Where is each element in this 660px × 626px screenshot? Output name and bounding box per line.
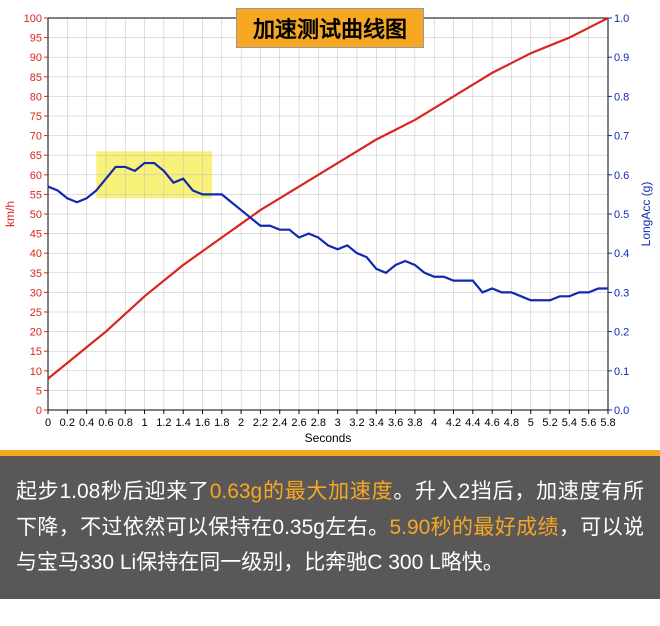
svg-text:0.9: 0.9 xyxy=(614,52,629,64)
svg-text:1.6: 1.6 xyxy=(195,417,210,429)
svg-text:1.4: 1.4 xyxy=(176,417,191,429)
svg-text:4.4: 4.4 xyxy=(465,417,480,429)
x-axis-label: Seconds xyxy=(305,431,352,445)
svg-text:4.8: 4.8 xyxy=(504,417,519,429)
svg-text:0.8: 0.8 xyxy=(118,417,133,429)
desc-span: 起步1.08秒后迎来了 xyxy=(16,480,210,503)
svg-text:20: 20 xyxy=(30,327,42,339)
svg-text:3.8: 3.8 xyxy=(407,417,422,429)
svg-text:50: 50 xyxy=(30,209,42,221)
svg-text:0.4: 0.4 xyxy=(79,417,94,429)
svg-text:3.2: 3.2 xyxy=(349,417,364,429)
svg-text:5: 5 xyxy=(36,385,42,397)
svg-text:3.6: 3.6 xyxy=(388,417,403,429)
y-axis-right-label: LongAcc (g) xyxy=(639,182,653,247)
svg-text:0: 0 xyxy=(36,405,42,417)
svg-text:15: 15 xyxy=(30,346,42,358)
svg-text:4.2: 4.2 xyxy=(446,417,461,429)
svg-text:0.2: 0.2 xyxy=(60,417,75,429)
svg-text:5.2: 5.2 xyxy=(542,417,557,429)
svg-text:2: 2 xyxy=(238,417,244,429)
svg-text:1: 1 xyxy=(141,417,147,429)
svg-text:2.6: 2.6 xyxy=(291,417,306,429)
desc-span: 5.90秒的最好成绩 xyxy=(389,516,558,539)
svg-text:0.3: 0.3 xyxy=(614,287,629,299)
svg-text:100: 100 xyxy=(24,13,42,25)
svg-text:60: 60 xyxy=(30,170,42,182)
svg-text:95: 95 xyxy=(30,33,42,45)
svg-text:35: 35 xyxy=(30,268,42,280)
svg-text:1.2: 1.2 xyxy=(156,417,171,429)
chart-container: 加速测试曲线图 0 0.2 0.4 0.6 0.8 1 1.2 1.4 1.6 1.8 2 2.2 2.… xyxy=(0,0,660,450)
svg-text:90: 90 xyxy=(30,52,42,64)
svg-text:30: 30 xyxy=(30,287,42,299)
svg-text:5.4: 5.4 xyxy=(562,417,577,429)
svg-text:4: 4 xyxy=(431,417,437,429)
svg-text:25: 25 xyxy=(30,307,42,319)
svg-text:3: 3 xyxy=(335,417,341,429)
svg-text:0: 0 xyxy=(45,417,51,429)
svg-text:2.8: 2.8 xyxy=(311,417,326,429)
svg-text:10: 10 xyxy=(30,366,42,378)
svg-text:0.5: 0.5 xyxy=(614,209,629,221)
svg-text:2.2: 2.2 xyxy=(253,417,268,429)
svg-text:45: 45 xyxy=(30,229,42,241)
svg-text:65: 65 xyxy=(30,150,42,162)
svg-text:2.4: 2.4 xyxy=(272,417,287,429)
svg-text:0.6: 0.6 xyxy=(98,417,113,429)
svg-text:1.0: 1.0 xyxy=(614,13,629,25)
chart-title: 加速测试曲线图 xyxy=(236,8,424,48)
svg-text:70: 70 xyxy=(30,131,42,143)
svg-text:80: 80 xyxy=(30,91,42,103)
svg-text:5: 5 xyxy=(528,417,534,429)
svg-text:1.8: 1.8 xyxy=(214,417,229,429)
svg-text:0.0: 0.0 xyxy=(614,405,629,417)
svg-text:0.6: 0.6 xyxy=(614,170,629,182)
svg-text:0.8: 0.8 xyxy=(614,91,629,103)
acceleration-chart: 0 0.2 0.4 0.6 0.8 1 1.2 1.4 1.6 1.8 2 2.2 2.4 2.6 2.8 3… xyxy=(0,0,660,450)
svg-text:75: 75 xyxy=(30,111,42,123)
svg-text:0.2: 0.2 xyxy=(614,327,629,339)
svg-text:5.8: 5.8 xyxy=(600,417,615,429)
svg-text:0.4: 0.4 xyxy=(614,248,629,260)
desc-span: 0.63g的最大加速度 xyxy=(210,480,394,503)
svg-text:40: 40 xyxy=(30,248,42,260)
svg-text:4.6: 4.6 xyxy=(484,417,499,429)
y-axis-left-label: km/h xyxy=(3,201,17,227)
svg-text:0.1: 0.1 xyxy=(614,366,629,378)
svg-text:55: 55 xyxy=(30,189,42,201)
svg-text:85: 85 xyxy=(30,72,42,84)
description-text: 起步1.08秒后迎来了0.63g的最大加速度。升入2挡后，加速度有所下降，不过依… xyxy=(0,456,660,599)
svg-text:3.4: 3.4 xyxy=(369,417,384,429)
svg-text:5.6: 5.6 xyxy=(581,417,596,429)
svg-text:0.7: 0.7 xyxy=(614,131,629,143)
